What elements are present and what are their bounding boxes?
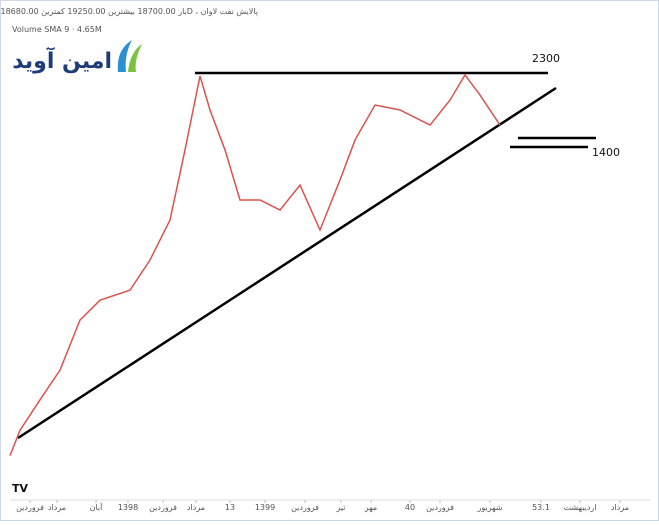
x-tick-label: مهر (364, 503, 377, 512)
logo-icon (117, 40, 142, 72)
trend-line (17, 86, 557, 440)
volume-line: Volume SMA 9 · 4.65M (12, 25, 102, 34)
ticker-line: بار 18700.00 بیشترین 19250.00 کمترین 186… (0, 7, 258, 16)
x-tick-label: اردیبهشت (564, 503, 597, 512)
x-tick-label: مرداد (611, 503, 629, 512)
x-tick-label: مرداد (48, 503, 66, 512)
logo-text: امین آوید (12, 46, 112, 74)
x-tick-label: 53.1 (532, 503, 550, 512)
x-tick-label: فروردین (426, 503, 454, 512)
tv-logo: TV (12, 482, 29, 495)
x-tick-label: فروردین (291, 503, 319, 512)
x-tick-label: فروردین (16, 503, 44, 512)
x-tick-label: 1399 (255, 503, 275, 512)
x-tick-label: آبان (90, 502, 104, 512)
x-tick-label: 40 (405, 503, 415, 512)
x-tick-label: شهریور (476, 503, 502, 512)
x-tick-label: فروردین (149, 503, 177, 512)
x-tick-label: مرداد (187, 503, 205, 512)
x-tick-label: 13 (225, 503, 235, 512)
x-tick-label: 1398 (118, 503, 138, 512)
level-label: 2300 (532, 52, 560, 65)
price-line (9, 73, 501, 456)
x-tick-label: تیر (335, 503, 345, 512)
level-label: 1400 (592, 146, 620, 159)
